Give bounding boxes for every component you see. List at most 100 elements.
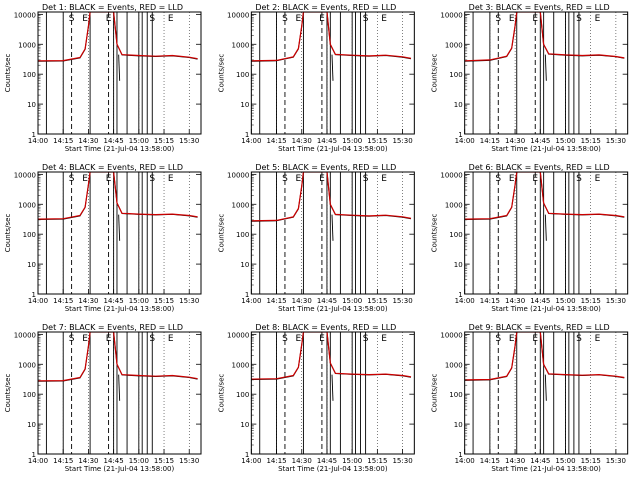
x-tick-label: 14:45 (530, 137, 550, 145)
event-marker: E (381, 174, 387, 184)
x-tick-label: 15:00 (129, 457, 149, 465)
event-marker: E (509, 174, 515, 184)
x-tick-label: 15:30 (606, 457, 626, 465)
x-tick-label: 14:30 (78, 137, 98, 145)
event-marker: S (576, 174, 582, 184)
x-tick-label: 15:30 (392, 137, 412, 145)
x-tick-label: 15:00 (555, 297, 575, 305)
y-axis-label: Counts/sec (4, 374, 12, 413)
y-tick-label: 1000 (232, 361, 250, 369)
y-tick-label: 100 (236, 231, 249, 239)
x-tick-label: 15:00 (342, 297, 362, 305)
x-tick-label: 15:30 (179, 457, 199, 465)
plot-frame (37, 171, 202, 295)
x-tick-label: 14:45 (104, 297, 124, 305)
plot-area (251, 332, 412, 454)
y-axis-label: Counts/sec (217, 374, 225, 413)
y-tick-label: 1 (245, 451, 249, 459)
series-line (38, 12, 198, 62)
series-line (464, 172, 625, 220)
x-axis-label: Start Time (21-Jul-04 13:58:00) (65, 305, 175, 313)
x-tick-label: 15:00 (342, 457, 362, 465)
x-tick-label: 14:30 (78, 297, 98, 305)
x-axis-label: Start Time (21-Jul-04 13:58:00) (278, 305, 388, 313)
plot-area (251, 12, 412, 134)
x-axis-label: Start Time (21-Jul-04 13:58:00) (491, 145, 601, 153)
chart-title: Det 3: BLACK = Events, RED = LLD (469, 3, 610, 12)
y-tick-label: 10000 (440, 11, 462, 19)
plot-area (38, 12, 198, 134)
y-tick-label: 100 (449, 391, 462, 399)
event-marker: S (149, 14, 155, 24)
y-tick-label: 100 (23, 231, 36, 239)
y-tick-label: 1 (32, 291, 36, 299)
x-tick-label: 15:30 (606, 137, 626, 145)
x-tick-label: 14:15 (480, 297, 500, 305)
event-marker: S (282, 174, 288, 184)
x-tick-label: 14:45 (530, 457, 550, 465)
event-marker: S (576, 334, 582, 344)
x-tick-label: 14:30 (505, 137, 525, 145)
y-tick-label: 100 (23, 391, 36, 399)
x-axis-label: Start Time (21-Jul-04 13:58:00) (278, 145, 388, 153)
event-marker: E (319, 334, 325, 344)
x-tick-label: 14:00 (455, 297, 475, 305)
event-marker: E (319, 174, 325, 184)
x-tick-label: 15:00 (129, 297, 149, 305)
plot-frame (37, 331, 202, 455)
x-tick-label: 15:15 (154, 457, 174, 465)
plot-frame (250, 11, 415, 135)
series-spike (331, 54, 334, 81)
x-tick-label: 15:15 (581, 297, 601, 305)
series-spike (544, 54, 547, 81)
x-tick-label: 15:00 (555, 137, 575, 145)
series-line (251, 332, 412, 380)
series-line (38, 332, 198, 382)
event-marker: E (82, 14, 88, 24)
y-tick-label: 10 (27, 421, 36, 429)
event-marker: S (363, 14, 369, 24)
x-tick-label: 14:15 (53, 297, 73, 305)
y-tick-label: 1000 (445, 41, 463, 49)
chart-title: Det 6: BLACK = Events, RED = LLD (469, 163, 610, 172)
series-line (38, 172, 198, 220)
y-tick-label: 100 (449, 71, 462, 79)
series-spike (118, 54, 121, 81)
x-axis-label: Start Time (21-Jul-04 13:58:00) (65, 145, 175, 153)
event-marker: E (168, 174, 174, 184)
series-line (464, 332, 625, 381)
x-axis-label: Start Time (21-Jul-04 13:58:00) (278, 465, 388, 473)
x-tick-label: 14:30 (505, 297, 525, 305)
event-marker: S (363, 174, 369, 184)
x-tick-label: 14:00 (455, 137, 475, 145)
series-line (464, 12, 625, 62)
x-tick-label: 14:45 (317, 137, 337, 145)
chart-title: Det 2: BLACK = Events, RED = LLD (255, 3, 396, 12)
x-tick-label: 14:30 (505, 457, 525, 465)
chart-title: Det 8: BLACK = Events, RED = LLD (255, 323, 396, 332)
event-marker: S (363, 334, 369, 344)
plot-area (38, 332, 198, 454)
y-tick-label: 1 (458, 291, 462, 299)
series-line (464, 332, 625, 381)
x-tick-label: 14:00 (241, 137, 261, 145)
series-line (251, 172, 412, 222)
x-axis-label: Start Time (21-Jul-04 13:58:00) (491, 465, 601, 473)
event-marker: E (532, 174, 538, 184)
x-tick-label: 14:45 (104, 457, 124, 465)
event-marker: S (495, 14, 501, 24)
x-tick-label: 15:00 (555, 457, 575, 465)
y-tick-label: 10000 (227, 171, 249, 179)
y-tick-label: 10 (27, 101, 36, 109)
series-line (464, 12, 625, 62)
x-tick-label: 15:00 (129, 137, 149, 145)
series-spike (331, 374, 334, 401)
x-tick-label: 15:30 (606, 297, 626, 305)
event-marker: S (282, 334, 288, 344)
plot-area (38, 172, 198, 294)
y-tick-label: 1000 (18, 41, 36, 49)
